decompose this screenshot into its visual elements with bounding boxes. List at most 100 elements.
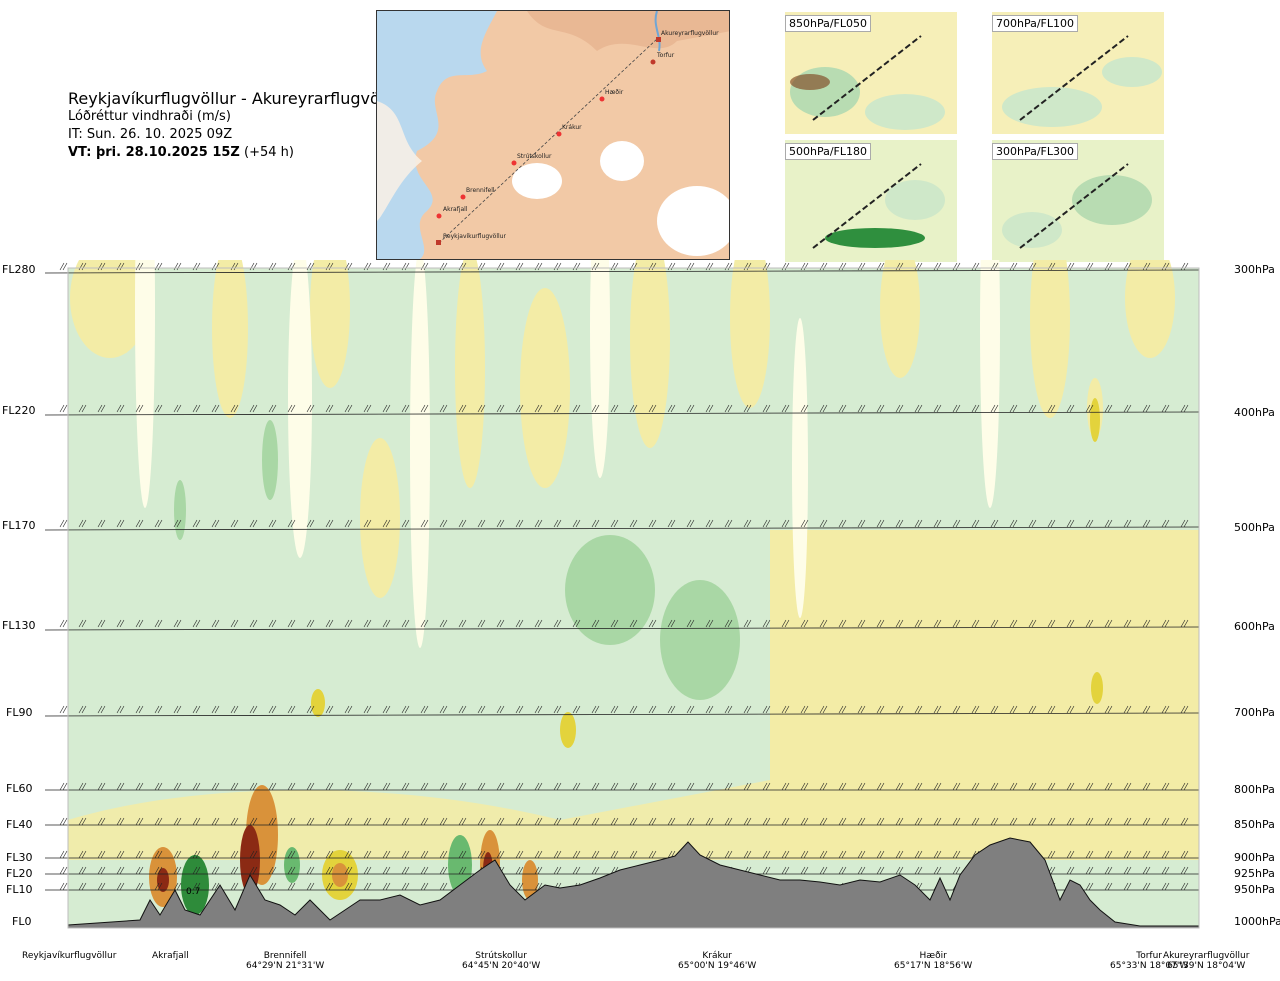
wind-barb bbox=[135, 782, 144, 791]
wind-barb bbox=[59, 705, 68, 714]
wind-barb bbox=[97, 850, 106, 859]
wind-barb bbox=[420, 619, 429, 628]
wind-barb bbox=[192, 705, 201, 714]
wind-barb bbox=[344, 262, 353, 271]
wind-barb bbox=[211, 262, 220, 271]
updraft-streak bbox=[360, 438, 400, 598]
wind-barb bbox=[1028, 705, 1037, 714]
wind-barb bbox=[1161, 882, 1170, 891]
wind-barb bbox=[857, 850, 866, 859]
wind-barb bbox=[382, 817, 391, 826]
wind-barb bbox=[116, 882, 125, 891]
wind-barb bbox=[876, 817, 885, 826]
wind-barb bbox=[192, 866, 201, 875]
wind-barb bbox=[990, 782, 999, 791]
wind-barb bbox=[344, 850, 353, 859]
wind-barb bbox=[553, 850, 562, 859]
wind-barb bbox=[401, 519, 410, 528]
wind-barb bbox=[1161, 404, 1170, 413]
wind-barb bbox=[97, 262, 106, 271]
hpa-label: 925hPa bbox=[1234, 867, 1275, 880]
wind-barb bbox=[515, 882, 524, 891]
value-label-0-7: 0.7 bbox=[186, 887, 200, 897]
wind-barb bbox=[496, 705, 505, 714]
wind-barb bbox=[591, 817, 600, 826]
wind-barb bbox=[344, 404, 353, 413]
wind-barb bbox=[971, 404, 980, 413]
wind-barb bbox=[306, 850, 315, 859]
wind-barb bbox=[629, 519, 638, 528]
wind-barb bbox=[971, 262, 980, 271]
chart-header: Reykjavíkurflugvöllur - Akureyrarflugvöl… bbox=[68, 90, 405, 162]
wind-barb bbox=[325, 619, 334, 628]
wind-barb bbox=[1161, 619, 1170, 628]
wind-barb bbox=[515, 705, 524, 714]
wind-barb bbox=[116, 817, 125, 826]
wind-barb bbox=[59, 817, 68, 826]
downdraft-blob bbox=[262, 420, 278, 500]
wind-barb bbox=[1180, 519, 1189, 528]
wind-barb bbox=[724, 262, 733, 271]
location-name: Akrafjall bbox=[152, 951, 189, 961]
wind-barb bbox=[952, 519, 961, 528]
location-label: Akrafjall bbox=[152, 951, 189, 961]
wind-barb bbox=[724, 519, 733, 528]
wind-barb bbox=[648, 262, 657, 271]
wind-barb bbox=[1047, 404, 1056, 413]
wind-barb bbox=[1180, 404, 1189, 413]
wind-barb bbox=[1142, 705, 1151, 714]
wind-barb bbox=[154, 519, 163, 528]
wind-barb bbox=[724, 782, 733, 791]
wind-barb bbox=[1142, 619, 1151, 628]
wind-barb bbox=[116, 850, 125, 859]
fl-label: FL60 bbox=[6, 782, 33, 795]
wind-barb bbox=[306, 404, 315, 413]
wind-barb bbox=[230, 850, 239, 859]
wind-barb bbox=[1104, 850, 1113, 859]
wind-barb bbox=[648, 404, 657, 413]
location-label: Torfur 65°33'N 18°07'W bbox=[1110, 951, 1188, 971]
wind-barb bbox=[781, 817, 790, 826]
wind-barb bbox=[724, 850, 733, 859]
wind-barb bbox=[192, 817, 201, 826]
wind-barb bbox=[1180, 882, 1189, 891]
wind-barb bbox=[1047, 850, 1056, 859]
wind-barb bbox=[895, 404, 904, 413]
wind-barb bbox=[534, 705, 543, 714]
wind-barb bbox=[686, 782, 695, 791]
wind-barb bbox=[591, 262, 600, 271]
wind-barb bbox=[382, 404, 391, 413]
wind-barb bbox=[534, 850, 543, 859]
wind-barb bbox=[572, 782, 581, 791]
wind-barb bbox=[192, 404, 201, 413]
wind-barb bbox=[515, 619, 524, 628]
wind-barb bbox=[135, 262, 144, 271]
updraft-streak bbox=[520, 288, 570, 488]
wind-barb bbox=[857, 619, 866, 628]
wind-barb bbox=[306, 782, 315, 791]
wind-barb bbox=[1142, 262, 1151, 271]
wind-barb bbox=[1142, 850, 1151, 859]
wind-barb bbox=[610, 619, 619, 628]
wind-barb bbox=[268, 404, 277, 413]
wind-barb bbox=[553, 817, 562, 826]
neutral-band bbox=[980, 260, 1000, 508]
wind-barb bbox=[363, 782, 372, 791]
wind-barb bbox=[1104, 262, 1113, 271]
wind-barb bbox=[325, 817, 334, 826]
wind-barb bbox=[591, 619, 600, 628]
wind-barb bbox=[1123, 619, 1132, 628]
wind-barb bbox=[230, 866, 239, 875]
wind-barb bbox=[857, 519, 866, 528]
wind-barb bbox=[572, 262, 581, 271]
wind-barb bbox=[515, 519, 524, 528]
wind-barb bbox=[363, 866, 372, 875]
wind-barb bbox=[648, 782, 657, 791]
wind-barb bbox=[382, 619, 391, 628]
wind-barb bbox=[344, 782, 353, 791]
wind-barb bbox=[876, 705, 885, 714]
wind-barb bbox=[1047, 519, 1056, 528]
wind-barb bbox=[572, 619, 581, 628]
wind-barb bbox=[914, 782, 923, 791]
wind-barb bbox=[477, 705, 486, 714]
